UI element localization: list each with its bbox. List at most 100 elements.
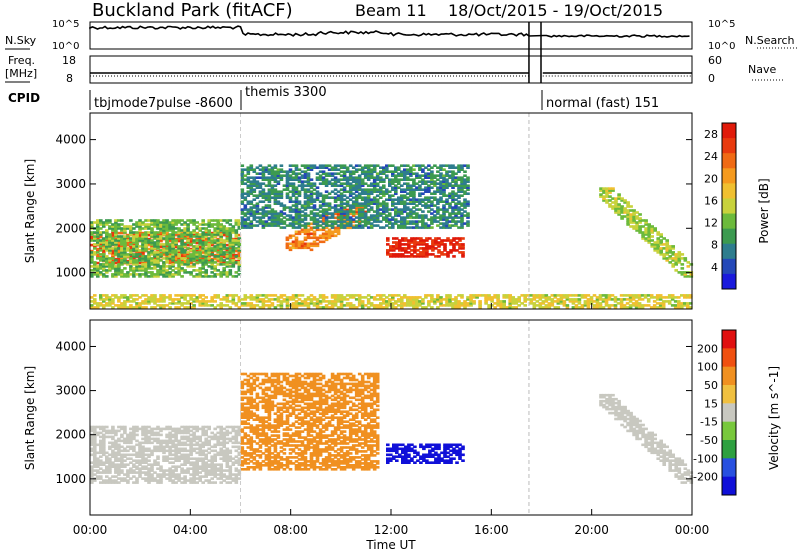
heatmap-cell [463, 210, 467, 213]
heatmap-cell [99, 435, 103, 439]
heatmap-cell [382, 172, 386, 175]
heatmap-cell [96, 239, 100, 242]
heatmap-cell [282, 294, 287, 297]
heatmap-cell [99, 271, 103, 274]
heatmap-cell [141, 471, 145, 474]
heatmap-cell [442, 208, 446, 211]
heatmap-cell [653, 241, 657, 244]
velocity-heatmap [90, 320, 694, 515]
heatmap-cell [90, 449, 94, 453]
heatmap-cell [198, 304, 202, 307]
heatmap-cell [466, 184, 470, 187]
heatmap-cell [252, 178, 257, 181]
heatmap-cell [114, 475, 118, 478]
heatmap-cell [339, 174, 344, 177]
heatmap-cell [276, 176, 281, 179]
heatmap-cell [198, 302, 202, 305]
heatmap-cell [267, 172, 272, 175]
heatmap-cell [168, 227, 172, 230]
heatmap-cell [372, 188, 377, 191]
heatmap-cell [457, 184, 461, 187]
heatmap-cell [348, 184, 353, 187]
heatmap-cell [126, 241, 130, 245]
heatmap-cell [430, 176, 434, 179]
heatmap-cell [123, 225, 127, 228]
heatmap-cell [318, 220, 323, 223]
heatmap-cell [261, 302, 266, 305]
heatmap-cell [631, 296, 636, 299]
heatmap-cell [391, 188, 395, 191]
heatmap-cell [658, 296, 663, 299]
heatmap-cell [105, 221, 109, 224]
heatmap-cell [276, 190, 281, 193]
heatmap-cell [237, 269, 242, 272]
heatmap-cell [183, 227, 187, 230]
heatmap-cell [427, 164, 431, 167]
heatmap-cell [312, 240, 317, 244]
heatmap-cell [141, 302, 145, 305]
heatmap-cell [385, 218, 389, 221]
heatmap-cell [457, 306, 461, 309]
heatmap-cell [662, 237, 666, 240]
heatmap-cell [195, 300, 199, 303]
heatmap-cell [427, 180, 431, 183]
heatmap-cell [418, 166, 422, 169]
heatmap-cell [466, 192, 470, 195]
heatmap-cell [252, 306, 257, 309]
heatmap-cell [267, 178, 272, 181]
heatmap-cell [240, 304, 245, 307]
heatmap-cell [189, 257, 193, 260]
heatmap-cell [493, 306, 497, 309]
heatmap-cell [442, 190, 446, 193]
heatmap-cell [318, 294, 323, 297]
heatmap-cell [96, 443, 100, 447]
heatmap-cell [90, 429, 94, 433]
heatmap-cell [291, 224, 296, 227]
heatmap-cell [144, 425, 148, 429]
heatmap-cell [644, 237, 648, 240]
heatmap-cell [628, 304, 633, 307]
heatmap-cell [117, 304, 121, 307]
heatmap-cell [457, 294, 461, 297]
heatmap-cell [288, 218, 293, 221]
heatmap-cell [345, 204, 350, 207]
heatmap-cell [460, 218, 464, 221]
heatmap-cell [514, 298, 518, 301]
heatmap-cell [385, 302, 389, 305]
heatmap-cell [102, 247, 106, 250]
heatmap-cell [201, 233, 205, 236]
heatmap-cell [234, 221, 239, 224]
heatmap-cell [216, 296, 220, 299]
heatmap-cell [132, 429, 136, 433]
heatmap-cell [647, 225, 651, 228]
heatmap-cell [348, 194, 353, 197]
heatmap-cell [186, 251, 190, 254]
heatmap-cell [147, 261, 151, 264]
heatmap-cell [306, 174, 311, 177]
heatmap-cell [409, 168, 413, 171]
heatmap-cell [638, 217, 642, 220]
heatmap-cell [147, 231, 151, 234]
heatmap-cell [622, 298, 627, 301]
heatmap-cell [201, 265, 205, 268]
heatmap-cell [629, 225, 633, 228]
heatmap-cell [180, 245, 184, 248]
heatmap-cell [204, 239, 208, 243]
heatmap-cell [189, 243, 193, 246]
heatmap-cell [120, 247, 124, 250]
heatmap-cell [351, 212, 356, 215]
heatmap-cell [628, 294, 633, 297]
heatmap-cell [222, 225, 226, 228]
heatmap-cell [243, 302, 248, 305]
heatmap-cell [366, 196, 371, 199]
heatmap-cell [150, 477, 154, 480]
heatmap-cell [150, 227, 154, 230]
heatmap-cell [406, 296, 410, 299]
heatmap-cell [108, 469, 112, 472]
heatmap-cell [207, 245, 211, 248]
heatmap-cell [318, 234, 323, 238]
heatmap-cell [315, 196, 320, 199]
heatmap-cell [225, 221, 230, 224]
heatmap-cell [303, 226, 308, 229]
heatmap-cell [416, 253, 420, 256]
